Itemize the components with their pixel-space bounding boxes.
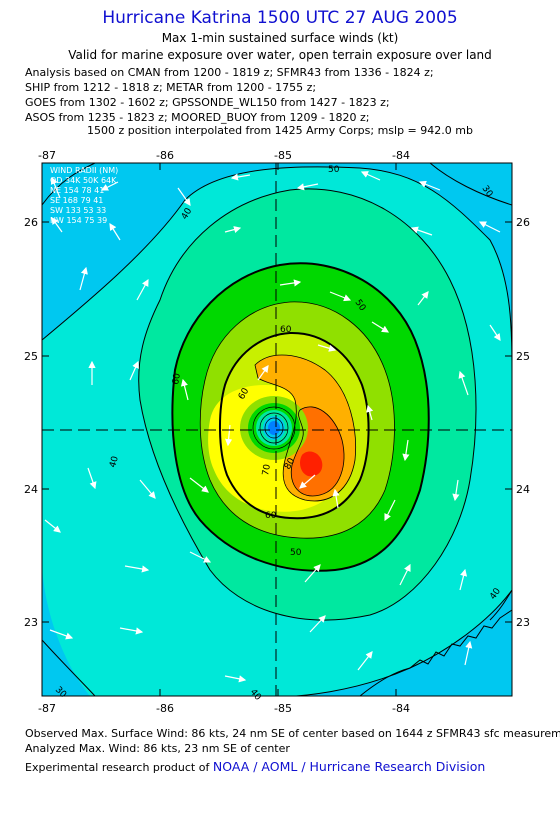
lat-labels: 26 25 24 23 26 25 24 23 <box>24 216 530 629</box>
lon-tick-label: -84 <box>392 149 410 162</box>
coastline <box>359 609 512 696</box>
lon-labels-bottom: -87 -86 -85 -84 <box>38 702 410 715</box>
analysis-line: Analysis based on CMAN from 1200 - 1819 … <box>25 66 434 79</box>
eye-center <box>268 421 280 435</box>
lon-tick-label: -86 <box>156 702 174 715</box>
wind-vectors <box>44 171 501 683</box>
lon-tick-label: -87 <box>38 702 56 715</box>
wind-radii-row: NW 154 75 39 <box>50 216 107 225</box>
lat-tick-label: 26 <box>516 216 530 229</box>
wind-radii-row: SW 133 53 33 <box>50 206 106 215</box>
contour-label: 60 <box>171 372 183 385</box>
center-crosshair <box>42 163 512 696</box>
valid-line: Valid for marine exposure over water, op… <box>68 48 492 62</box>
analyzed-max-wind: Analyzed Max. Wind: 86 kts, 23 nm SE of … <box>25 742 290 755</box>
analysis-line: ASOS from 1235 - 1823 z; MOORED_BUOY fro… <box>25 111 370 124</box>
analysis-line: GOES from 1302 - 1602 z; GPSSONDE_WL150 … <box>25 96 390 109</box>
contour-label: 40 <box>108 455 121 469</box>
wind-radii-row: NE 154 78 41 <box>50 186 104 195</box>
lat-tick-label: 25 <box>24 350 38 363</box>
wind-radii-header: WIND RADII (NM) <box>50 166 118 175</box>
wind-field-map: -87 -86 -85 -84 -87 -86 -85 -84 26 25 24… <box>24 149 530 715</box>
axis-ticks <box>42 163 512 696</box>
contour-label: 60 <box>265 511 277 521</box>
org-link[interactable]: NOAA / AOML / Hurricane Research Divisio… <box>212 759 486 774</box>
observed-max-wind: Observed Max. Surface Wind: 86 kts, 24 n… <box>25 727 560 740</box>
lon-tick-label: -84 <box>392 702 410 715</box>
lon-labels-top: -87 -86 -85 -84 <box>38 149 410 162</box>
map-subtitle: Max 1-min sustained surface winds (kt) <box>161 31 399 45</box>
lon-tick-label: -85 <box>274 149 292 162</box>
wind-radii-cols: QD 34K 50K 64K <box>50 176 117 185</box>
lat-tick-label: 23 <box>24 616 38 629</box>
lon-tick-label: -86 <box>156 149 174 162</box>
analysis-line: SHIP from 1212 - 1818 z; METAR from 1200… <box>25 81 317 94</box>
wind-band-86 <box>300 451 323 477</box>
product-prefix: Experimental research product of <box>25 761 210 774</box>
lat-tick-label: 25 <box>516 350 530 363</box>
contour-field <box>42 163 512 696</box>
contour-label: 70 <box>261 463 273 476</box>
wind-radii-table: WIND RADII (NM) QD 34K 50K 64K NE 154 78… <box>50 166 118 225</box>
map-title: Hurricane Katrina 1500 UTC 27 AUG 2005 <box>102 8 458 28</box>
lat-tick-label: 23 <box>516 616 530 629</box>
lat-tick-label: 24 <box>24 483 38 496</box>
lon-tick-label: -87 <box>38 149 56 162</box>
product-credit: Experimental research product of NOAA / … <box>25 759 485 774</box>
contour-label: 60 <box>280 325 292 335</box>
eye-contours <box>252 406 296 450</box>
contour-lines <box>42 163 512 696</box>
position-line: 1500 z position interpolated from 1425 A… <box>87 124 473 137</box>
lat-tick-label: 26 <box>24 216 38 229</box>
lat-tick-label: 24 <box>516 483 530 496</box>
wind-radii-row: SE 168 79 41 <box>50 196 103 205</box>
lon-tick-label: -85 <box>274 702 292 715</box>
contour-label: 50 <box>328 165 340 175</box>
plot-frame <box>41 162 513 697</box>
contour-label: 50 <box>290 548 302 558</box>
